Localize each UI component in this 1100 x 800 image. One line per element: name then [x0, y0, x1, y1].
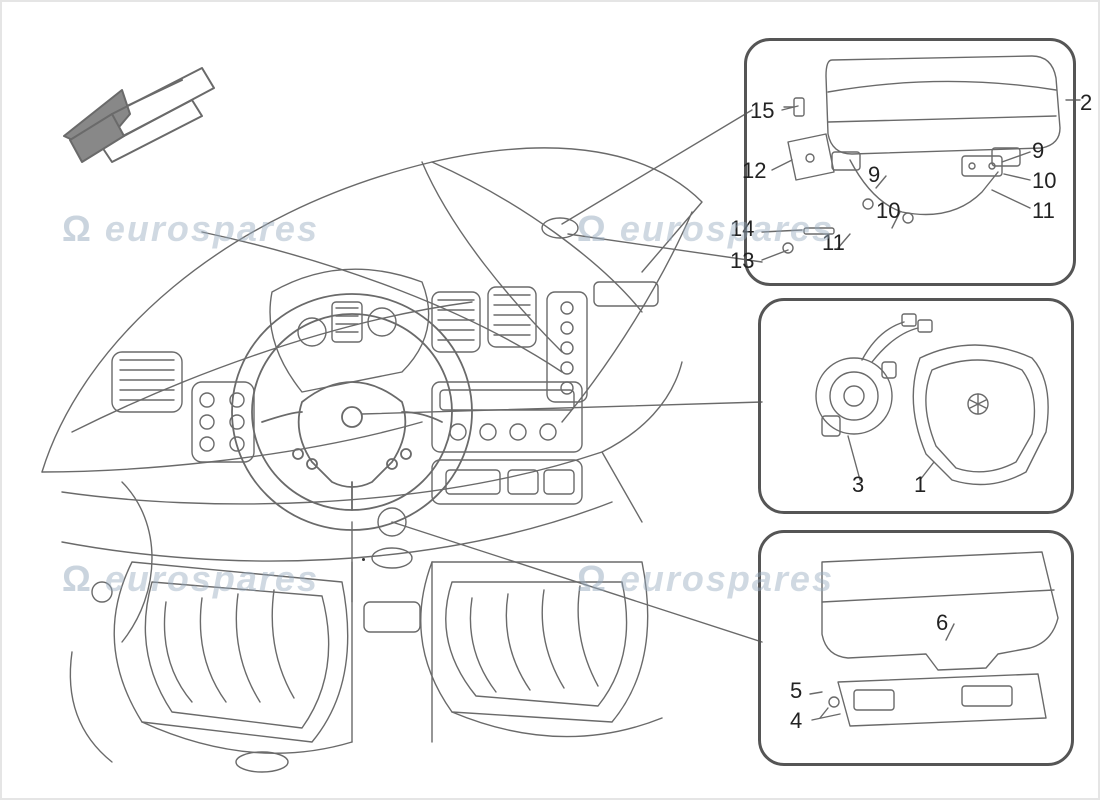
- callout-1: 1: [914, 472, 926, 498]
- callout-5: 5: [790, 678, 802, 704]
- floor-console: [70, 508, 432, 762]
- passenger-seat: [421, 562, 662, 737]
- center-console: [432, 382, 582, 504]
- detail-box-passenger-airbag: [744, 38, 1076, 286]
- callout-2: 2: [1080, 90, 1092, 116]
- instrument-cluster: [270, 269, 429, 392]
- center-vents: [432, 287, 536, 352]
- driver-seat: [114, 562, 352, 772]
- callout-10a: 10: [1032, 168, 1056, 194]
- callout-11b: 11: [822, 230, 845, 256]
- callout-9a: 9: [868, 162, 880, 188]
- scan-dot: [362, 558, 365, 561]
- left-vent: [112, 352, 182, 412]
- callout-10b: 10: [876, 198, 900, 224]
- callout-12: 12: [742, 158, 766, 184]
- callout-14: 14: [730, 216, 754, 242]
- callout-13: 13: [730, 248, 754, 274]
- left-switches: [192, 382, 254, 462]
- detail-box-ecu: [758, 530, 1074, 766]
- callout-3: 3: [852, 472, 864, 498]
- callout-9b: 9: [1032, 138, 1044, 164]
- direction-arrow: [64, 68, 214, 162]
- callout-15: 15: [750, 98, 774, 124]
- callout-6: 6: [936, 610, 948, 636]
- callout-4: 4: [790, 708, 802, 734]
- callout-11a: 11: [1032, 198, 1055, 224]
- parts-diagram: 2 15 12 9 9 10 11 14 13 10 11 3 1 6 5 4 …: [0, 0, 1100, 800]
